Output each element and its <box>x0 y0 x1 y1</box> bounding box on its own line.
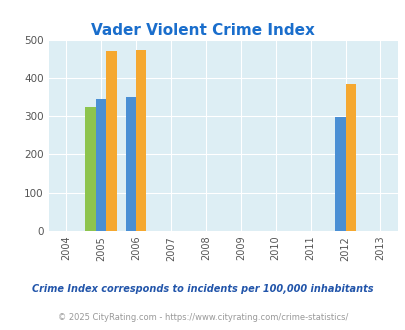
Bar <box>345 83 355 231</box>
Bar <box>106 51 117 231</box>
Bar <box>334 117 345 231</box>
Text: Crime Index corresponds to incidents per 100,000 inhabitants: Crime Index corresponds to incidents per… <box>32 284 373 294</box>
Bar <box>85 107 96 231</box>
Text: Vader Violent Crime Index: Vader Violent Crime Index <box>91 23 314 38</box>
Text: © 2025 CityRating.com - https://www.cityrating.com/crime-statistics/: © 2025 CityRating.com - https://www.city… <box>58 313 347 322</box>
Bar <box>136 50 146 231</box>
Bar <box>96 99 106 231</box>
Bar <box>125 97 136 231</box>
